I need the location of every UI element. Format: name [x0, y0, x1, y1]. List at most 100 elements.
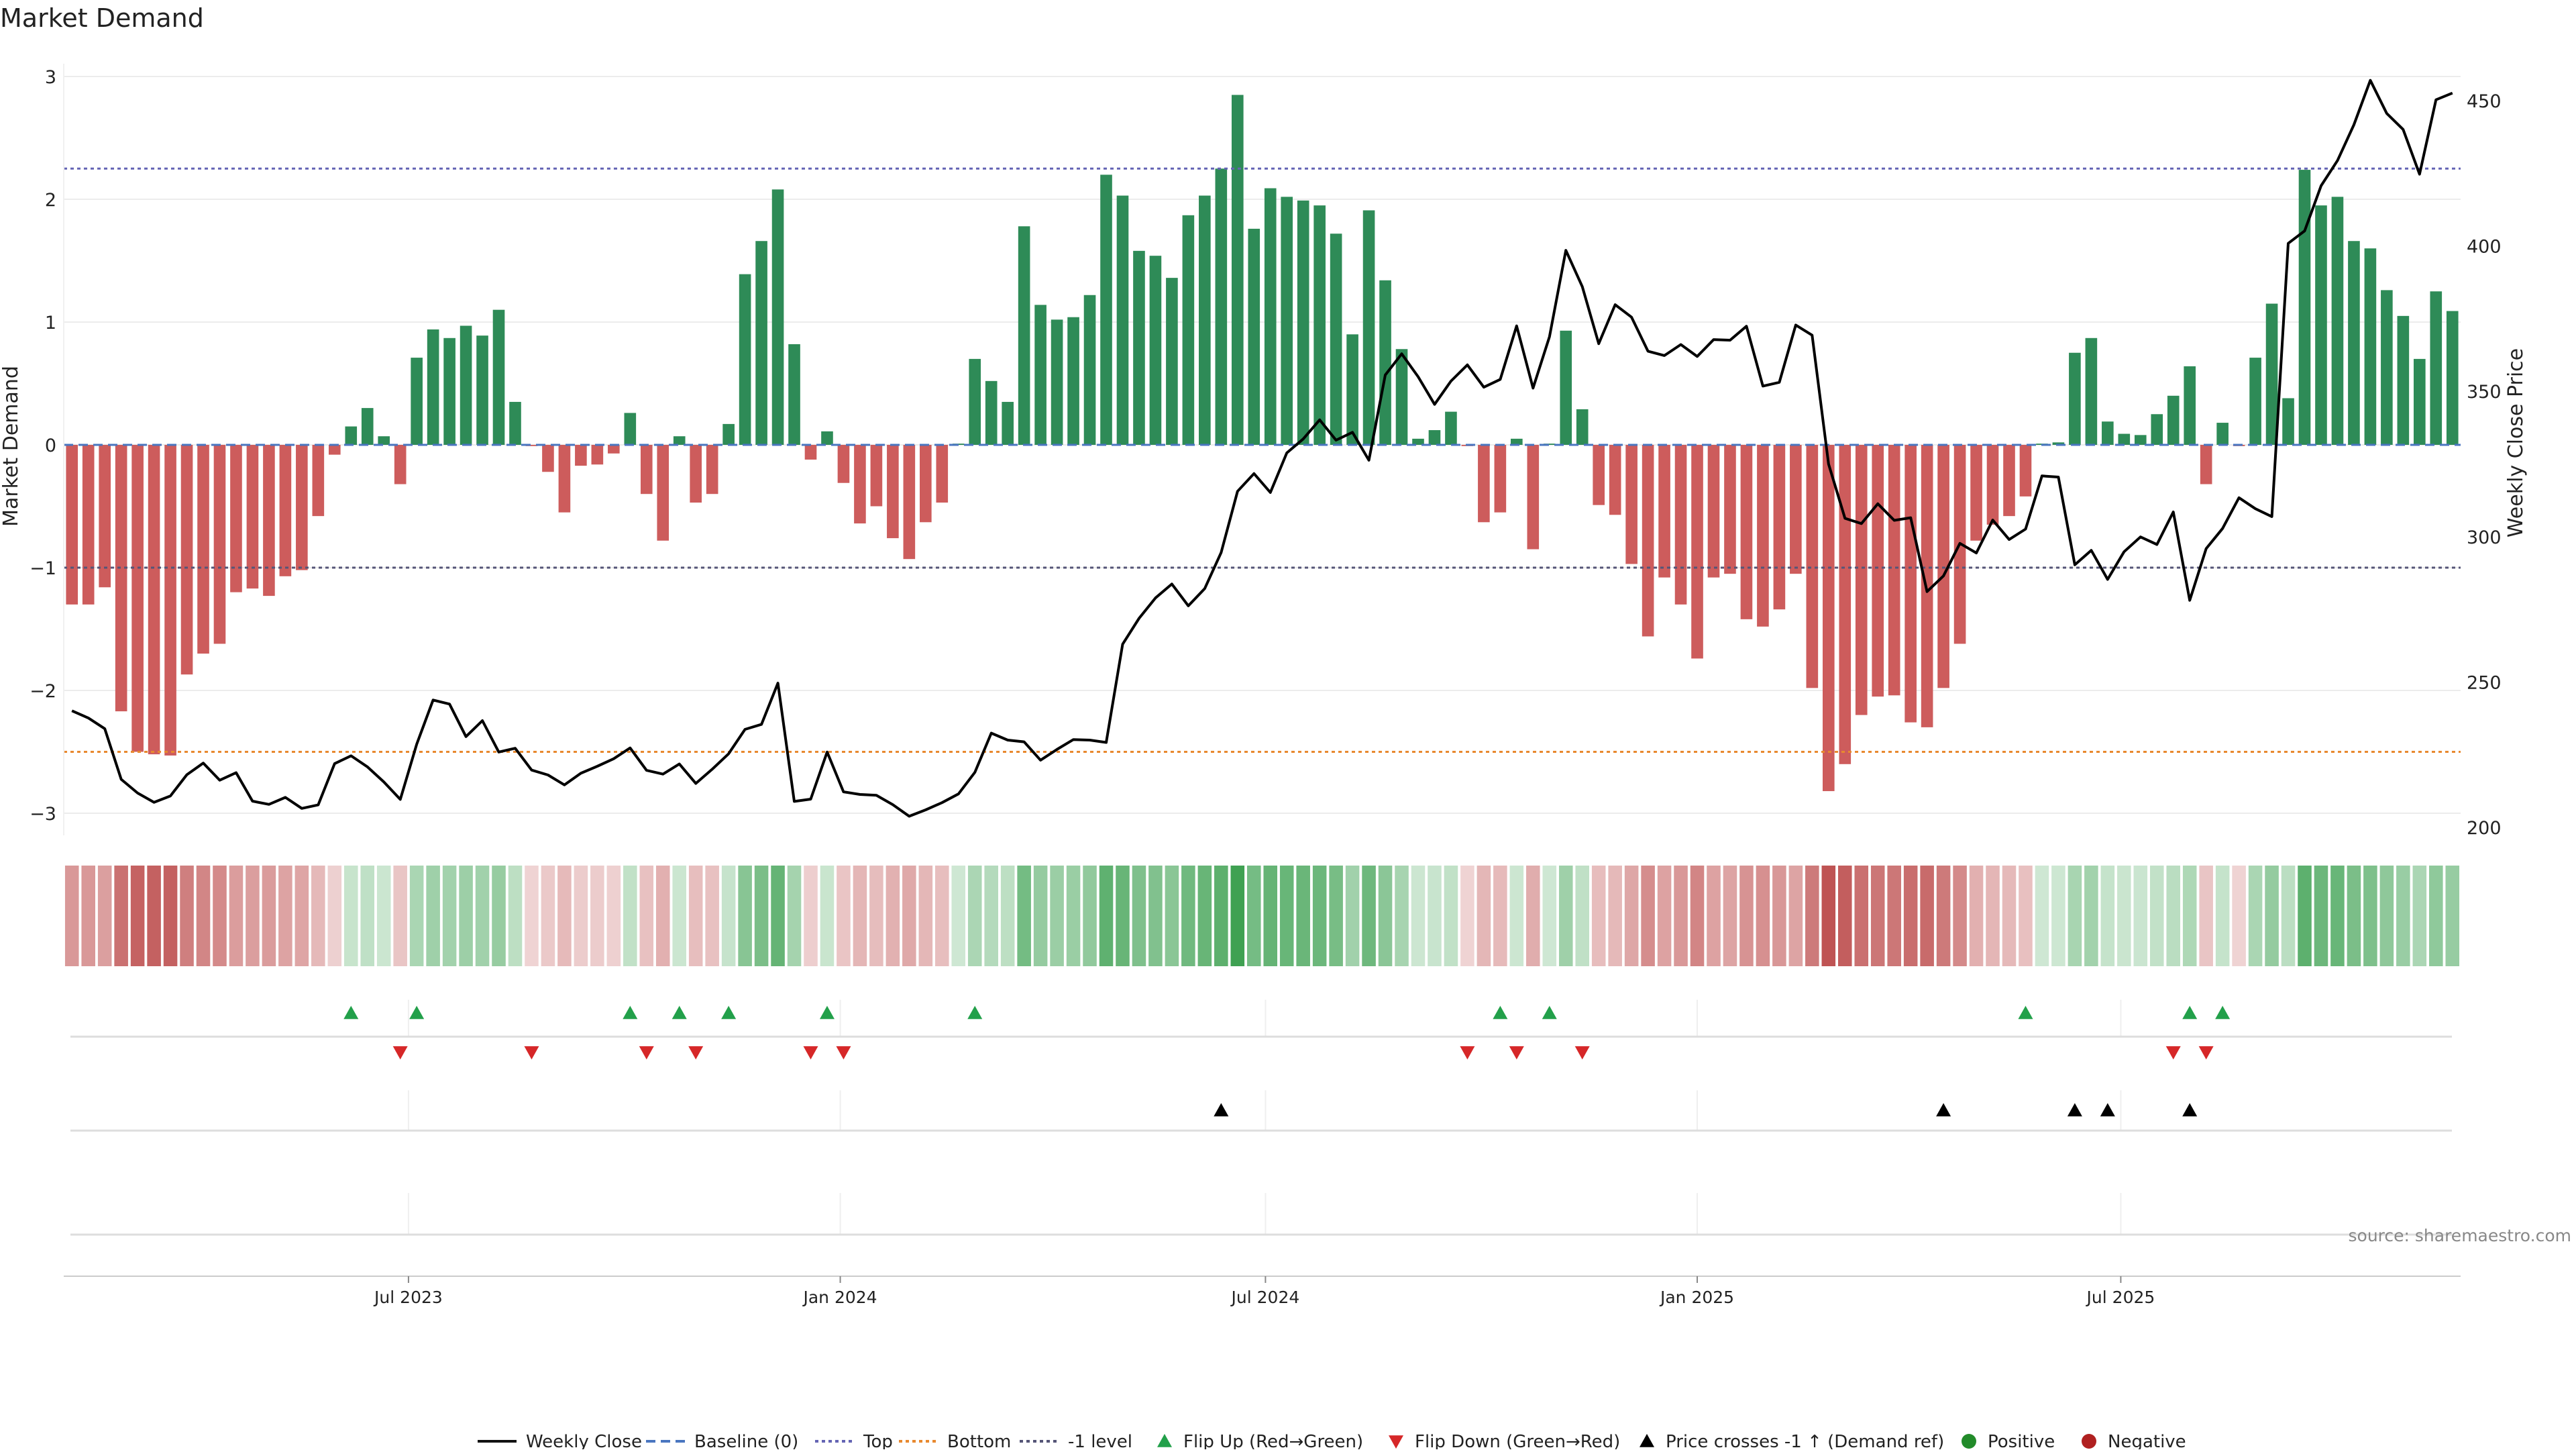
heat-cell	[278, 866, 292, 966]
heat-cell	[1033, 866, 1048, 966]
x-tick-label: Jan 2025	[1659, 1288, 1734, 1307]
x-axis: Jul 2023 Jan 2024 Jul 2024 Jan 2025 Jul 2025	[64, 1276, 2461, 1307]
heat-cell	[1509, 866, 1524, 966]
demand-bar-negative	[542, 445, 554, 472]
heat-cell	[1493, 866, 1507, 966]
legend-item: Weekly Close	[478, 1432, 642, 1452]
demand-bar-negative	[1839, 445, 1851, 764]
legend-item: Bottom	[899, 1432, 1011, 1452]
heat-cell	[837, 866, 851, 966]
demand-bar-positive	[1051, 319, 1063, 445]
heat-cell	[1953, 866, 1967, 966]
heat-cell	[246, 866, 260, 966]
demand-bar-positive	[492, 309, 505, 445]
demand-bar-negative	[246, 445, 259, 589]
legend-label: Positive	[1988, 1432, 2055, 1449]
heat-cell	[967, 866, 982, 966]
flip-down-marker	[688, 1046, 704, 1059]
legend-label: Negative	[2108, 1432, 2186, 1449]
demand-bar-positive	[2364, 248, 2377, 445]
heat-cell	[902, 866, 916, 966]
y2-axis-label: Weekly Close Price	[2504, 348, 2528, 537]
demand-bar-positive	[771, 189, 784, 445]
heat-cell	[1296, 866, 1310, 966]
heat-cell	[1986, 866, 2000, 966]
heat-cell	[1870, 866, 1885, 966]
legend: Weekly Close Baseline (0) Top Bottom -1 leve…	[478, 1432, 2186, 1452]
y-tick-label: 0	[45, 435, 56, 456]
legend-swatch-dot	[1962, 1434, 1976, 1449]
demand-bar-negative	[82, 445, 95, 605]
legend-label: Bottom	[947, 1432, 1011, 1449]
legend-item: Positive	[1962, 1432, 2055, 1452]
chart-title: Market Demand	[0, 3, 204, 33]
heat-cell	[213, 866, 227, 966]
heat-cell	[869, 866, 883, 966]
legend-label: Price crosses -1 ↑ (Demand ref)	[1666, 1432, 1944, 1449]
heat-cell	[1362, 866, 1376, 966]
heat-cell	[1805, 866, 1819, 966]
demand-bar-positive	[2069, 352, 2081, 445]
heat-cell	[1017, 866, 1031, 966]
demand-bar-positive	[1395, 349, 1408, 445]
heat-cell	[2035, 866, 2049, 966]
y2-tick-label: 250	[2467, 672, 2502, 693]
heat-cell	[1542, 866, 1557, 966]
flip-down-marker	[1460, 1046, 1475, 1059]
heat-cell	[1083, 866, 1097, 966]
demand-bar-positive	[2118, 433, 2131, 445]
demand-bar-positive	[411, 358, 423, 445]
demand-bar-positive	[2381, 290, 2393, 445]
y-tick-label: −2	[30, 681, 56, 702]
demand-bar-negative	[706, 445, 718, 495]
heat-cell	[1821, 866, 1836, 966]
heat-cell	[590, 866, 604, 966]
demand-bar-negative	[213, 445, 226, 644]
demand-bar-negative	[1494, 445, 1507, 513]
heat-cell	[2347, 866, 2361, 966]
heat-cell	[2084, 866, 2098, 966]
demand-bar-positive	[1428, 430, 1441, 445]
demand-bar-negative	[1822, 445, 1835, 792]
heat-cell	[1657, 866, 1672, 966]
demand-bar-negative	[1937, 445, 1949, 688]
heat-cell	[1837, 866, 1852, 966]
demand-bar-negative	[1674, 445, 1687, 605]
demand-bar-negative	[131, 445, 144, 752]
demand-bar-negative	[837, 445, 850, 483]
heat-cell	[2199, 866, 2213, 966]
bars-layer	[66, 95, 2459, 792]
heat-cell	[1723, 866, 1737, 966]
flip-up-marker	[819, 1006, 835, 1019]
legend-swatch-triangle-up	[1157, 1434, 1172, 1447]
heat-cell	[1263, 866, 1278, 966]
x-tick-label: Jul 2023	[373, 1288, 443, 1307]
demand-bar-negative	[1658, 445, 1670, 578]
heat-cell	[262, 866, 276, 966]
demand-bar-positive	[1330, 234, 1342, 445]
demand-bar-positive	[1313, 205, 1326, 445]
heat-cell	[2232, 866, 2246, 966]
demand-bar-positive	[345, 426, 358, 445]
demand-bar-negative	[99, 445, 111, 588]
y2-tick-label: 350	[2467, 382, 2502, 403]
heat-cell	[1246, 866, 1261, 966]
heat-cell	[2149, 866, 2164, 966]
heat-cell	[1624, 866, 1639, 966]
demand-bar-positive	[1116, 195, 1129, 445]
heat-cell	[1181, 866, 1195, 966]
heat-cell	[1887, 866, 1901, 966]
demand-bar-positive	[1133, 250, 1145, 445]
legend-label: Flip Up (Red→Green)	[1183, 1432, 1363, 1449]
heat-cell	[1756, 866, 1770, 966]
heat-cell	[771, 866, 785, 966]
heat-cell	[1395, 866, 1409, 966]
demand-bar-positive	[427, 329, 439, 445]
demand-bar-negative	[296, 445, 308, 570]
heat-cell	[393, 866, 407, 966]
flip-up-marker	[2018, 1006, 2033, 1019]
demand-bar-positive	[2282, 398, 2294, 445]
heat-cell	[1329, 866, 1343, 966]
heat-cell	[1197, 866, 1212, 966]
legend-swatch-triangle-down	[1389, 1435, 1403, 1449]
